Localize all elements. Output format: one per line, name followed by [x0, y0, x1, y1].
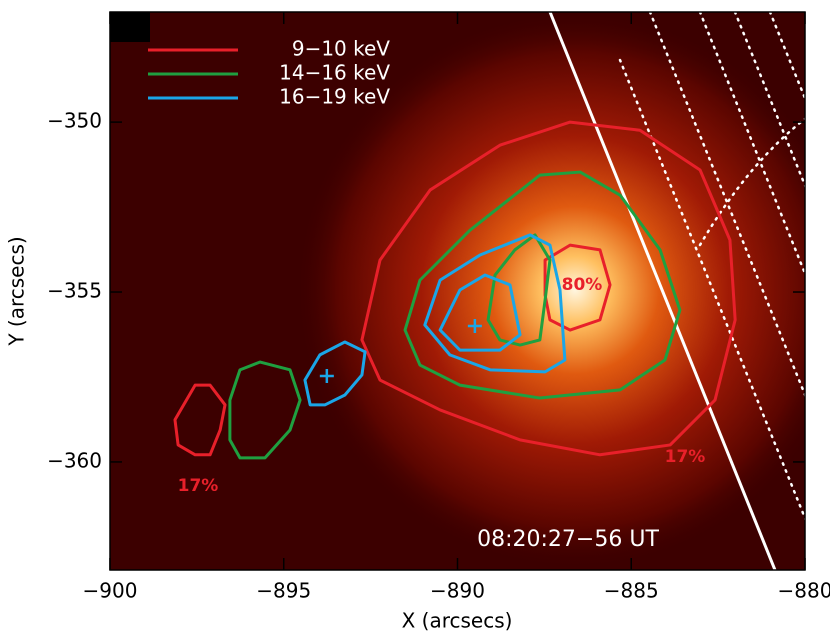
time-label: 08:20:27−56 UT [477, 527, 659, 552]
legend-label: 14−16 keV [279, 61, 390, 85]
contour [403, 170, 682, 400]
x-axis-label: X (arcsecs) [402, 609, 513, 633]
legend-label: 9−10 keV [292, 37, 390, 61]
dotted-line [648, 12, 805, 399]
dotted-line [768, 12, 805, 102]
x-tick-label: −880 [778, 579, 830, 603]
limb-line [548, 12, 777, 570]
grid-lines [618, 12, 805, 522]
contour [303, 340, 367, 407]
y-axis-label: Y (arcsecs) [5, 236, 29, 346]
x-tick-label: −900 [83, 579, 138, 603]
source [110, 12, 805, 570]
annotation: 17% [178, 476, 219, 496]
annotation: 17% [665, 447, 706, 467]
x-tick-label: −895 [256, 579, 311, 603]
image-layer [110, 12, 805, 570]
dotted-line [698, 12, 805, 277]
contour [173, 383, 227, 457]
y-tick-label: −360 [47, 448, 102, 472]
contour [423, 233, 567, 374]
y-tick-label: −355 [47, 279, 102, 303]
x-tick-label: −890 [430, 579, 485, 603]
contour [438, 273, 522, 352]
annotation: 80% [562, 275, 603, 295]
contour [228, 360, 302, 460]
contour [360, 120, 737, 457]
dotted-curve [698, 117, 805, 247]
contours [173, 120, 737, 460]
contour [543, 243, 612, 332]
centroid-marker [467, 319, 482, 334]
dotted-line [618, 58, 805, 522]
x-tick-label: −885 [604, 579, 659, 603]
centroid-marker [319, 368, 334, 383]
y-tick-label: −350 [47, 109, 102, 133]
legend-label: 16−19 keV [279, 85, 390, 109]
